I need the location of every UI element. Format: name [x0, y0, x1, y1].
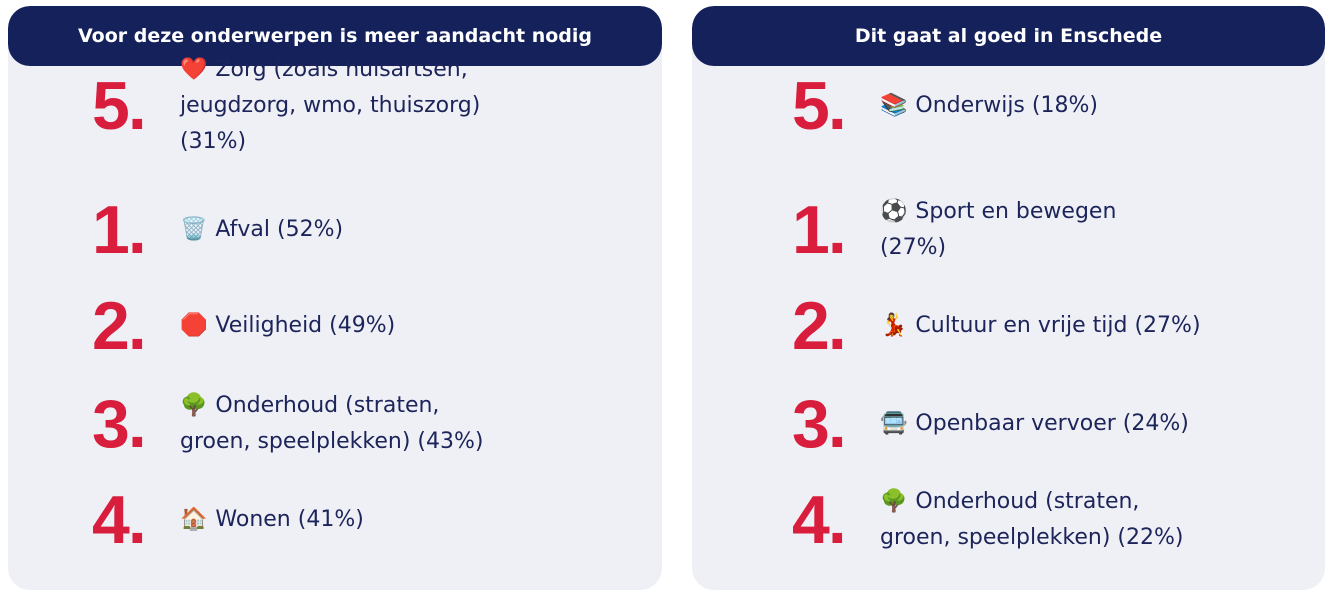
item-label: Onderhoud (straten, groen, speelplekken)… — [880, 489, 1184, 550]
item-label: Onderhoud (straten, groen, speelplekken)… — [180, 393, 484, 454]
item-text: 🚍 Openbaar vervoer (24%) — [880, 406, 1215, 442]
item-text: 🗑️ Afval (52%) — [180, 212, 515, 248]
rank-number: 1. — [792, 192, 847, 268]
list-item: 2. 🛑 Veiligheid (49%) — [92, 286, 515, 366]
item-text: ❤️ Zorg (zoals huisartsen, jeugdzorg, wmo… — [180, 52, 515, 160]
list-item: 1. ⚽ Sport en bewegen (27%) — [792, 190, 1150, 270]
item-icon: ❤️ — [180, 57, 208, 82]
rank-number: 2. — [92, 288, 147, 364]
item-label: Cultuur en vrije tijd (27%) — [915, 313, 1201, 338]
item-label: Wonen (41%) — [215, 507, 364, 532]
item-text: ⚽ Sport en bewegen (27%) — [880, 194, 1150, 266]
panel: Voor deze onderwerpen is meer aandacht n… — [8, 6, 662, 590]
rank-number: 5. — [92, 68, 147, 144]
item-icon: 🚍 — [880, 411, 908, 436]
list-item: 2. 💃 Cultuur en vrije tijd (27%) — [792, 286, 1215, 366]
list-item: 4. 🌳 Onderhoud (straten, groen, speelplekk… — [792, 480, 1215, 560]
item-icon: 🛑 — [180, 313, 208, 338]
item-icon: 🌳 — [180, 393, 208, 418]
list-item: 3. 🚍 Openbaar vervoer (24%) — [792, 384, 1215, 464]
item-icon: 💃 — [880, 313, 908, 338]
item-text: 🌳 Onderhoud (straten, groen, speelplekken… — [180, 388, 515, 460]
item-text: 💃 Cultuur en vrije tijd (27%) — [880, 308, 1215, 344]
rank-number: 2. — [792, 288, 847, 364]
rank-number: 4. — [92, 482, 147, 558]
rank-number: 3. — [792, 386, 847, 462]
rank-number: 4. — [792, 482, 847, 558]
item-text: 🌳 Onderhoud (straten, groen, speelplekken… — [880, 484, 1215, 556]
item-icon: 🏠 — [180, 507, 208, 532]
list-item: 3. 🌳 Onderhoud (straten, groen, speelplekk… — [92, 384, 515, 464]
list-item: 5. 📚 Onderwijs (18%) — [792, 66, 1215, 146]
item-label: Veiligheid (49%) — [215, 313, 396, 338]
item-icon: ⚽ — [880, 199, 908, 224]
list-item: 5. ❤️ Zorg (zoals huisartsen, jeugdzorg, w… — [92, 57, 515, 154]
item-text: 🏠 Wonen (41%) — [180, 502, 515, 538]
rank-number: 5. — [792, 68, 847, 144]
panel-title: Voor deze onderwerpen is meer aandacht n… — [8, 6, 662, 66]
item-label: Sport en bewegen (27%) — [880, 199, 1117, 260]
rank-number: 1. — [92, 192, 147, 268]
item-text: 🛑 Veiligheid (49%) — [180, 308, 515, 344]
list-item: 4. 🏠 Wonen (41%) — [92, 480, 515, 560]
item-label: Onderwijs (18%) — [915, 93, 1098, 118]
item-icon: 🌳 — [880, 489, 908, 514]
item-label: Zorg (zoals huisartsen, jeugdzorg, wmo, … — [180, 57, 481, 154]
item-icon: 📚 — [880, 93, 908, 118]
list-item: 1. 🗑️ Afval (52%) — [92, 190, 515, 270]
item-icon: 🗑️ — [180, 217, 208, 242]
panel-title: Dit gaat al goed in Enschede — [692, 6, 1325, 66]
panel: Dit gaat al goed in Enschede 1. ⚽ Sport en… — [692, 6, 1325, 590]
rank-number: 3. — [92, 386, 147, 462]
item-label: Afval (52%) — [215, 217, 344, 242]
item-label: Openbaar vervoer (24%) — [915, 411, 1189, 436]
item-text: 📚 Onderwijs (18%) — [880, 88, 1215, 124]
